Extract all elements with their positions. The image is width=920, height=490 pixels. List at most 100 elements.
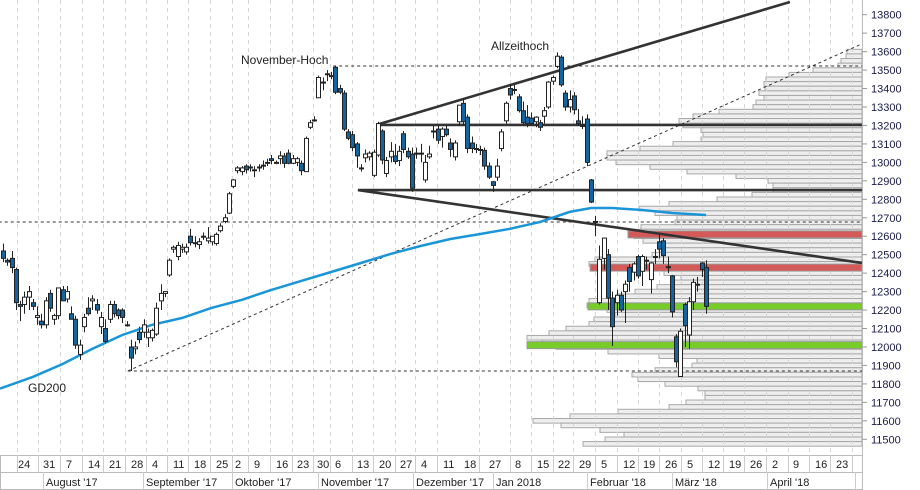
candle [137, 326, 142, 344]
candle-body-up [274, 161, 279, 164]
volume-profile-bar [582, 441, 862, 447]
candle-body-up [542, 110, 547, 117]
candle-body-up [27, 291, 32, 298]
candle [453, 140, 458, 161]
candle [504, 101, 509, 124]
candle-body-down [338, 88, 343, 93]
candle [363, 149, 368, 163]
candle [129, 339, 134, 371]
candle-body-up [389, 150, 394, 158]
candle-body-down [482, 149, 487, 167]
candle [585, 114, 590, 167]
volume-profile-bar [702, 131, 862, 138]
candle [261, 160, 266, 170]
candle [670, 274, 675, 318]
volume-profile-bar [593, 316, 862, 323]
candle-body-down [137, 331, 142, 341]
candle [619, 291, 624, 312]
x-day-tick-label: 11 [443, 459, 454, 471]
candle-body-up [623, 283, 628, 293]
candle [397, 145, 402, 167]
candle [359, 164, 364, 172]
candle [167, 258, 172, 277]
candle-body-up [534, 116, 539, 123]
volume-profile-bar [772, 182, 862, 189]
x-day-tick-label: 25 [216, 459, 228, 471]
candle [31, 298, 36, 311]
candle [555, 52, 560, 69]
candle-body-up [146, 331, 151, 339]
candle-body-down [593, 220, 598, 223]
candle-body-down [73, 318, 78, 346]
candle-body-up [499, 131, 504, 150]
trend-lines [0, 0, 862, 372]
candle-body-up [666, 266, 671, 269]
candle-body-down [188, 235, 193, 244]
x-day-tick-label: 11 [173, 459, 184, 471]
candle [666, 256, 671, 274]
candle-body-down [61, 289, 66, 302]
candle [474, 143, 479, 154]
candle [380, 129, 385, 165]
candle-body-up [82, 316, 87, 328]
candle [240, 166, 245, 176]
candle [487, 162, 492, 179]
candle-body-up [678, 330, 683, 378]
x-day-tick-label: 12 [708, 459, 720, 471]
volume-profile-bar [846, 48, 862, 55]
dashed-level-line [127, 43, 862, 372]
volume-profile-bar [758, 90, 862, 96]
candle-body-down [350, 134, 355, 149]
candle [1, 243, 6, 263]
candle [687, 297, 692, 349]
candle-body-up [431, 130, 436, 133]
candle [325, 70, 330, 82]
x-day-tick-label: 20 [379, 459, 391, 471]
x-day-tick-label: 4 [152, 459, 158, 471]
candle [406, 147, 411, 159]
candle-body-up [440, 128, 445, 138]
candle [649, 262, 654, 294]
candle-body-up [159, 292, 164, 302]
x-day-tick-label: 30 [317, 459, 329, 471]
trend-line [375, 0, 791, 127]
candle [56, 287, 61, 320]
x-day-tick-label: 27 [489, 459, 501, 471]
candle-body-down [436, 128, 441, 141]
candle-body-up [384, 160, 389, 174]
x-day-tick-label: 7 [66, 459, 72, 471]
volume-profile-bar [718, 108, 862, 115]
x-day-tick-label: 2 [235, 459, 241, 471]
y-tick-label: 13000 [871, 157, 902, 169]
x-day-tick-label: 15 [537, 459, 549, 471]
y-tick-label: 13100 [871, 139, 902, 151]
candle-body-down [380, 130, 385, 161]
candle [210, 235, 215, 246]
candle-body-down [95, 304, 100, 311]
volume-profile-bar [639, 145, 862, 152]
candle [495, 158, 500, 181]
candle [695, 276, 700, 292]
candle [27, 286, 32, 311]
candle [636, 254, 641, 279]
candle-body-up [163, 291, 168, 294]
candle [440, 127, 445, 148]
candle-body-down [342, 92, 347, 130]
candle [244, 164, 249, 174]
candle [602, 237, 607, 270]
candle-body-down [461, 102, 466, 123]
candle-body-up [223, 217, 228, 222]
candle [448, 138, 453, 157]
x-day-tick-label: 21 [109, 459, 121, 471]
candle-body-down [572, 95, 577, 111]
candle [188, 228, 193, 246]
candle-body-up [193, 242, 198, 245]
x-month-label: März '18 [675, 477, 717, 489]
candle [700, 262, 705, 277]
candle [308, 119, 313, 130]
candle-body-down [299, 162, 304, 172]
volume-profile-bar [616, 293, 862, 300]
candle [44, 297, 49, 329]
candle [674, 334, 679, 368]
candle-body-up [214, 233, 219, 245]
